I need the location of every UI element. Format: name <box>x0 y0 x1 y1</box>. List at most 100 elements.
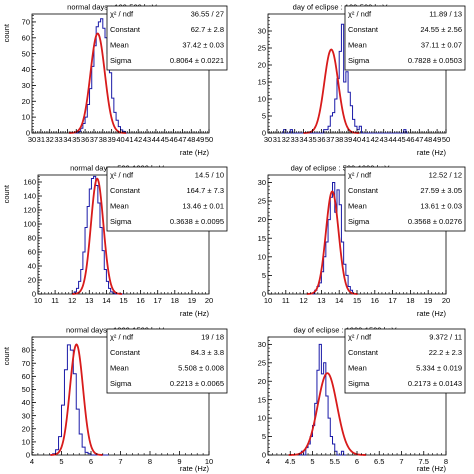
stat-value-sigma: 0.8064 ± 0.0221 <box>170 56 224 65</box>
y-tick-label: 70 <box>22 359 30 368</box>
x-axis-label: rate (Hz) <box>417 148 447 157</box>
y-axis: 0 5 10 15 20 25 30 <box>258 174 272 299</box>
x-tick-label: 6.5 <box>374 457 384 466</box>
stat-value-constant: 164.7 ± 7.3 <box>187 186 224 195</box>
y-tick-label: 25 <box>258 358 266 367</box>
y-tick-label: 25 <box>258 197 266 206</box>
stat-value-mean: 5.334 ± 0.019 <box>416 364 462 373</box>
x-tick-label: 44 <box>152 135 160 144</box>
x-tick-label: 47 <box>415 135 423 144</box>
x-tick-label: 41 <box>125 135 133 144</box>
histogram <box>312 181 357 295</box>
x-tick-label: 30 <box>28 135 36 144</box>
histogram <box>299 343 346 456</box>
stat-label-mean: Mean <box>110 41 129 50</box>
x-tick-label: 33 <box>54 135 62 144</box>
y-tick-label: 20 <box>258 377 266 386</box>
y-axis: 0 10 20 30 40 50 60 70 <box>22 15 36 138</box>
gaussian-fit <box>306 190 358 295</box>
x-tick-label: 31 <box>273 135 281 144</box>
stat-value-constant: 22.2 ± 2.3 <box>429 348 462 357</box>
panel-title: day of eclipse : 500-1000 keV <box>291 164 390 173</box>
stat-value-mean: 13.61 ± 0.03 <box>420 202 462 211</box>
stat-label-sigma: Sigma <box>348 379 370 388</box>
x-tick-label: 42 <box>134 135 142 144</box>
y-tick-label: 5 <box>262 112 266 121</box>
x-tick-label: 36 <box>317 135 325 144</box>
x-tick-label: 16 <box>136 296 144 305</box>
stat-label-sigma: Sigma <box>110 379 132 388</box>
panel-day-of-eclipse-500-1000: day of eclipse : 500-1000 keV rate (Hz) … <box>258 164 466 318</box>
y-tick-label: 0 <box>26 129 30 138</box>
histogram-outline <box>74 18 128 134</box>
x-tick-label: 4.5 <box>285 457 295 466</box>
stat-label-chi2: χ² / ndf <box>348 333 372 342</box>
x-tick-label: 30 <box>264 135 272 144</box>
stat-value-sigma: 0.3568 ± 0.0276 <box>408 217 462 226</box>
stat-value-chi2: 9.372 / 11 <box>429 333 462 342</box>
x-axis-label: rate (Hz) <box>417 309 447 318</box>
stat-value-sigma: 0.7828 ± 0.0503 <box>408 56 462 65</box>
stats-box: χ² / ndf 14.5 / 10 Constant 164.7 ± 7.3 … <box>106 166 228 232</box>
stats-box-frame <box>344 166 466 232</box>
y-tick-label: 20 <box>258 61 266 70</box>
stats-box-frame <box>344 5 466 71</box>
x-tick-label: 34 <box>299 135 307 144</box>
stat-label-chi2: χ² / ndf <box>348 10 372 19</box>
y-tick-label: 30 <box>258 27 266 36</box>
stats-box-frame <box>106 328 228 394</box>
x-tick-label: 13 <box>317 296 325 305</box>
y-axis-label: count <box>2 23 11 42</box>
x-tick-label: 19 <box>424 296 432 305</box>
y-axis: 0 20 40 60 80 100 120 140 160 <box>23 176 42 299</box>
stat-label-sigma: Sigma <box>110 217 132 226</box>
x-axis: 10 11 12 13 14 15 16 17 18 19 20 <box>34 290 213 305</box>
fit-curve <box>69 32 127 134</box>
x-tick-label: 7 <box>399 457 403 466</box>
x-tick-label: 46 <box>406 135 414 144</box>
x-tick-label: 37 <box>90 135 98 144</box>
x-axis: 4 5 6 7 8 9 10 <box>30 451 213 466</box>
y-tick-label: 60 <box>22 372 30 381</box>
panel-day-of-eclipse-1000-1500: day of eclipse : 1000-1500 keV rate (Hz)… <box>258 326 466 473</box>
x-tick-label: 17 <box>388 296 396 305</box>
gaussian-fit <box>69 32 127 134</box>
x-tick-label: 10 <box>205 457 213 466</box>
y-tick-label: 40 <box>22 65 30 74</box>
stat-label-sigma: Sigma <box>348 56 370 65</box>
x-tick-label: 14 <box>335 296 343 305</box>
stats-box-frame <box>106 166 228 232</box>
y-tick-label: 15 <box>258 395 266 404</box>
x-tick-label: 50 <box>205 135 213 144</box>
x-tick-label: 34 <box>63 135 71 144</box>
histogram <box>74 18 128 134</box>
x-tick-label: 38 <box>99 135 107 144</box>
histogram-outline <box>312 181 357 295</box>
x-tick-label: 49 <box>433 135 441 144</box>
x-tick-label: 45 <box>161 135 169 144</box>
x-tick-label: 14 <box>102 296 110 305</box>
stat-value-chi2: 19 / 18 <box>201 333 224 342</box>
stat-label-chi2: χ² / ndf <box>348 171 372 180</box>
x-tick-label: 39 <box>107 135 115 144</box>
x-tick-label: 46 <box>169 135 177 144</box>
panel-normal-days-100-500: normal days : 100-500 keV count rate (Hz… <box>2 3 228 157</box>
stat-label-constant: Constant <box>110 186 141 195</box>
stat-label-constant: Constant <box>348 186 379 195</box>
stats-box-frame <box>344 328 466 394</box>
stat-value-chi2: 36.55 / 27 <box>191 10 224 19</box>
y-tick-label: 20 <box>22 424 30 433</box>
y-axis: 0 10 20 30 40 50 60 70 80 <box>22 336 36 460</box>
x-tick-label: 8 <box>444 457 448 466</box>
x-axis-label: rate (Hz) <box>180 148 210 157</box>
y-tick-label: 25 <box>258 44 266 53</box>
y-tick-label: 5 <box>262 271 266 280</box>
stat-label-constant: Constant <box>348 25 379 34</box>
x-tick-label: 5 <box>310 457 314 466</box>
stat-value-chi2: 12.52 / 12 <box>429 171 462 180</box>
x-tick-label: 11 <box>51 296 59 305</box>
stat-label-constant: Constant <box>348 348 379 357</box>
x-tick-label: 10 <box>264 296 272 305</box>
y-tick-label: 120 <box>23 206 36 215</box>
x-tick-label: 49 <box>196 135 204 144</box>
